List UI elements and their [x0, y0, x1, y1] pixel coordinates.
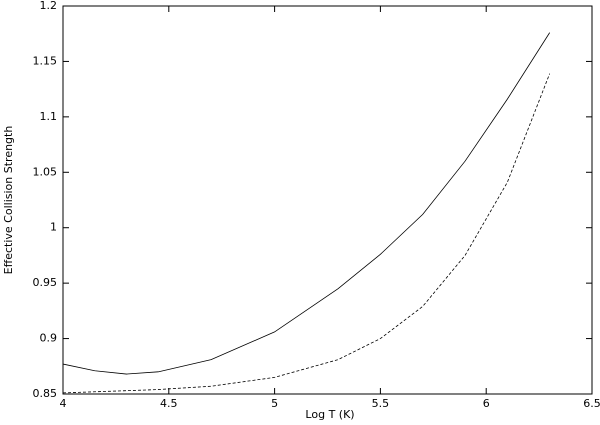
- y-tick-label: 1.1: [40, 110, 58, 123]
- x-axis-label: Log T (K): [305, 408, 354, 421]
- y-axis-label: Effective Collision Strength: [2, 126, 15, 275]
- x-tick-label: 4: [60, 397, 67, 410]
- line-series: [62, 32, 551, 375]
- y-tick-label: 1.2: [40, 0, 58, 12]
- x-tick-label: 5: [271, 397, 278, 410]
- plot-frame: [62, 5, 593, 395]
- y-tick-label: 1.05: [33, 165, 58, 178]
- line-series: [62, 73, 551, 394]
- x-tick-label: 4.5: [160, 397, 178, 410]
- x-tick-label: 5.5: [372, 397, 390, 410]
- y-tick-label: 1: [50, 221, 57, 234]
- y-tick-label: 1.15: [33, 54, 58, 67]
- y-tick-label: 0.95: [33, 276, 58, 289]
- x-tick-label: 6.5: [583, 397, 600, 410]
- x-tick-label: 6: [483, 397, 490, 410]
- y-tick-label: 0.85: [33, 387, 58, 400]
- y-tick-label: 0.9: [40, 332, 58, 345]
